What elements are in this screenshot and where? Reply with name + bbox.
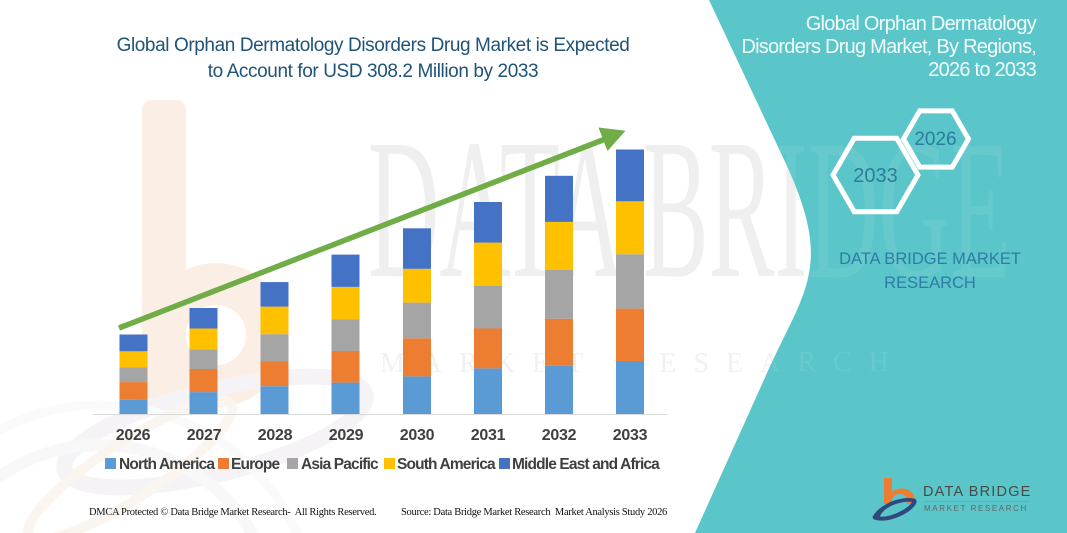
svg-text:MARKET RESEARCH: MARKET RESEARCH (380, 347, 906, 378)
